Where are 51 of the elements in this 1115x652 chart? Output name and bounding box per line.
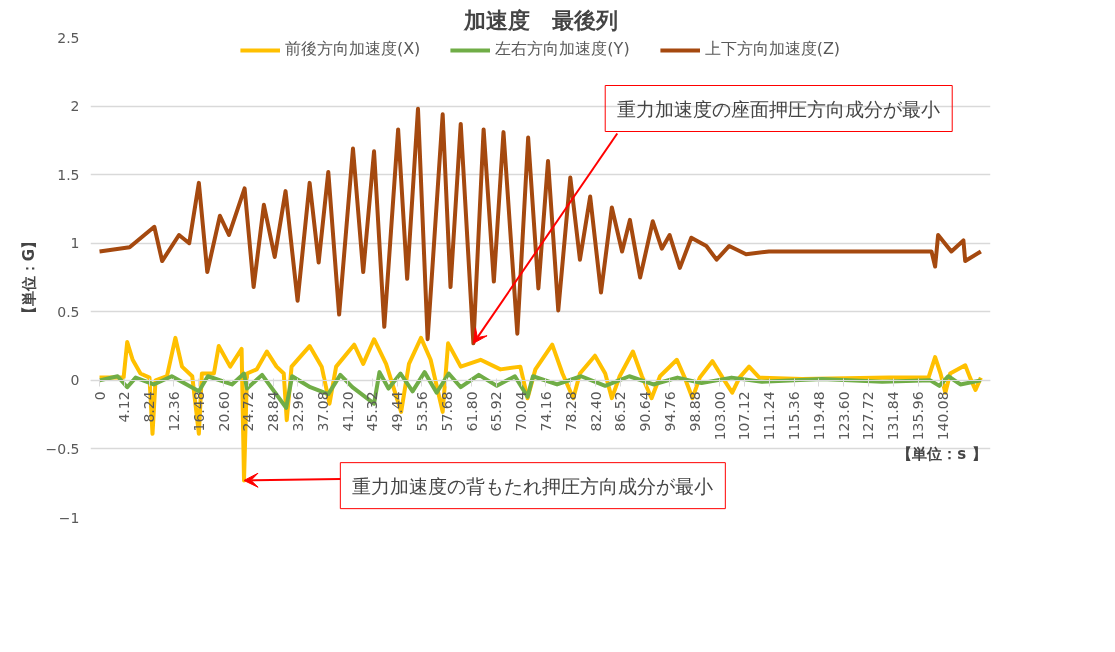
x-tick-label: 111.24 bbox=[761, 391, 778, 441]
x-tick-label: 8.24 bbox=[141, 391, 158, 423]
x-tick-label: 98.88 bbox=[686, 391, 703, 432]
y-tick-label: 0 bbox=[70, 372, 80, 389]
y-tick-label: 2.5 bbox=[57, 29, 80, 46]
x-tick-label: 70.04 bbox=[513, 391, 530, 432]
x-tick-label: 78.28 bbox=[562, 391, 579, 432]
x-tick-label: 28.84 bbox=[265, 391, 282, 432]
x-tick-label: 123.60 bbox=[835, 391, 852, 441]
y-tick-label: −0.5 bbox=[45, 440, 80, 457]
x-tick-label: 49.44 bbox=[389, 391, 406, 432]
y-tick-label: 2 bbox=[70, 98, 80, 115]
x-tick-label: 119.48 bbox=[810, 391, 827, 441]
y-tick-label: 1.5 bbox=[57, 166, 80, 183]
y-axis-title: 【単位：G】 bbox=[19, 233, 38, 322]
x-tick-label: 94.76 bbox=[661, 391, 678, 432]
x-tick-label: 57.68 bbox=[438, 391, 455, 432]
x-tick-label: 115.36 bbox=[786, 391, 803, 441]
x-tick-label: 0 bbox=[91, 391, 108, 401]
x-tick-label: 53.56 bbox=[413, 391, 430, 432]
x-tick-label: 131.84 bbox=[885, 391, 902, 441]
x-tick-label: 86.52 bbox=[612, 391, 629, 432]
x-tick-label: 32.96 bbox=[289, 391, 306, 432]
annotation: 重力加速度の座面押圧方向成分が最小 bbox=[617, 97, 941, 120]
x-tick-label: 127.72 bbox=[860, 391, 877, 441]
legend-label: 左右方向加速度(Y) bbox=[495, 39, 630, 60]
x-tick-label: 82.40 bbox=[587, 391, 604, 432]
x-tick-label: 61.80 bbox=[463, 391, 480, 432]
x-tick-label: 135.96 bbox=[910, 391, 927, 441]
y-tick-label: −1 bbox=[58, 509, 80, 526]
y-tick-label: 1 bbox=[70, 235, 80, 252]
x-axis-title: 【単位：s 】 bbox=[897, 444, 987, 463]
x-tick-label: 37.08 bbox=[314, 391, 331, 432]
x-tick-label: 4.12 bbox=[116, 391, 133, 423]
legend-label: 前後方向加速度(X) bbox=[284, 39, 421, 60]
x-tick-label: 90.64 bbox=[637, 391, 654, 432]
x-tick-label: 24.72 bbox=[240, 391, 257, 432]
x-tick-label: 103.00 bbox=[711, 391, 728, 441]
x-tick-label: 65.92 bbox=[488, 391, 505, 432]
x-tick-label: 12.36 bbox=[165, 391, 182, 432]
x-tick-label: 45.32 bbox=[364, 391, 381, 432]
x-tick-label: 41.20 bbox=[339, 391, 356, 432]
x-tick-label: 20.60 bbox=[215, 391, 232, 432]
x-tick-label: 140.08 bbox=[934, 391, 951, 441]
x-tick-label: 16.48 bbox=[190, 391, 207, 432]
legend-label: 上下方向加速度(Z) bbox=[704, 39, 841, 60]
y-tick-label: 0.5 bbox=[57, 303, 80, 320]
x-tick-label: 74.16 bbox=[537, 391, 554, 432]
chart-title: 加速度 最後列 bbox=[462, 7, 618, 33]
annotation: 重力加速度の背もたれ押圧方向成分が最小 bbox=[352, 474, 714, 497]
x-tick-label: 107.12 bbox=[736, 391, 753, 441]
